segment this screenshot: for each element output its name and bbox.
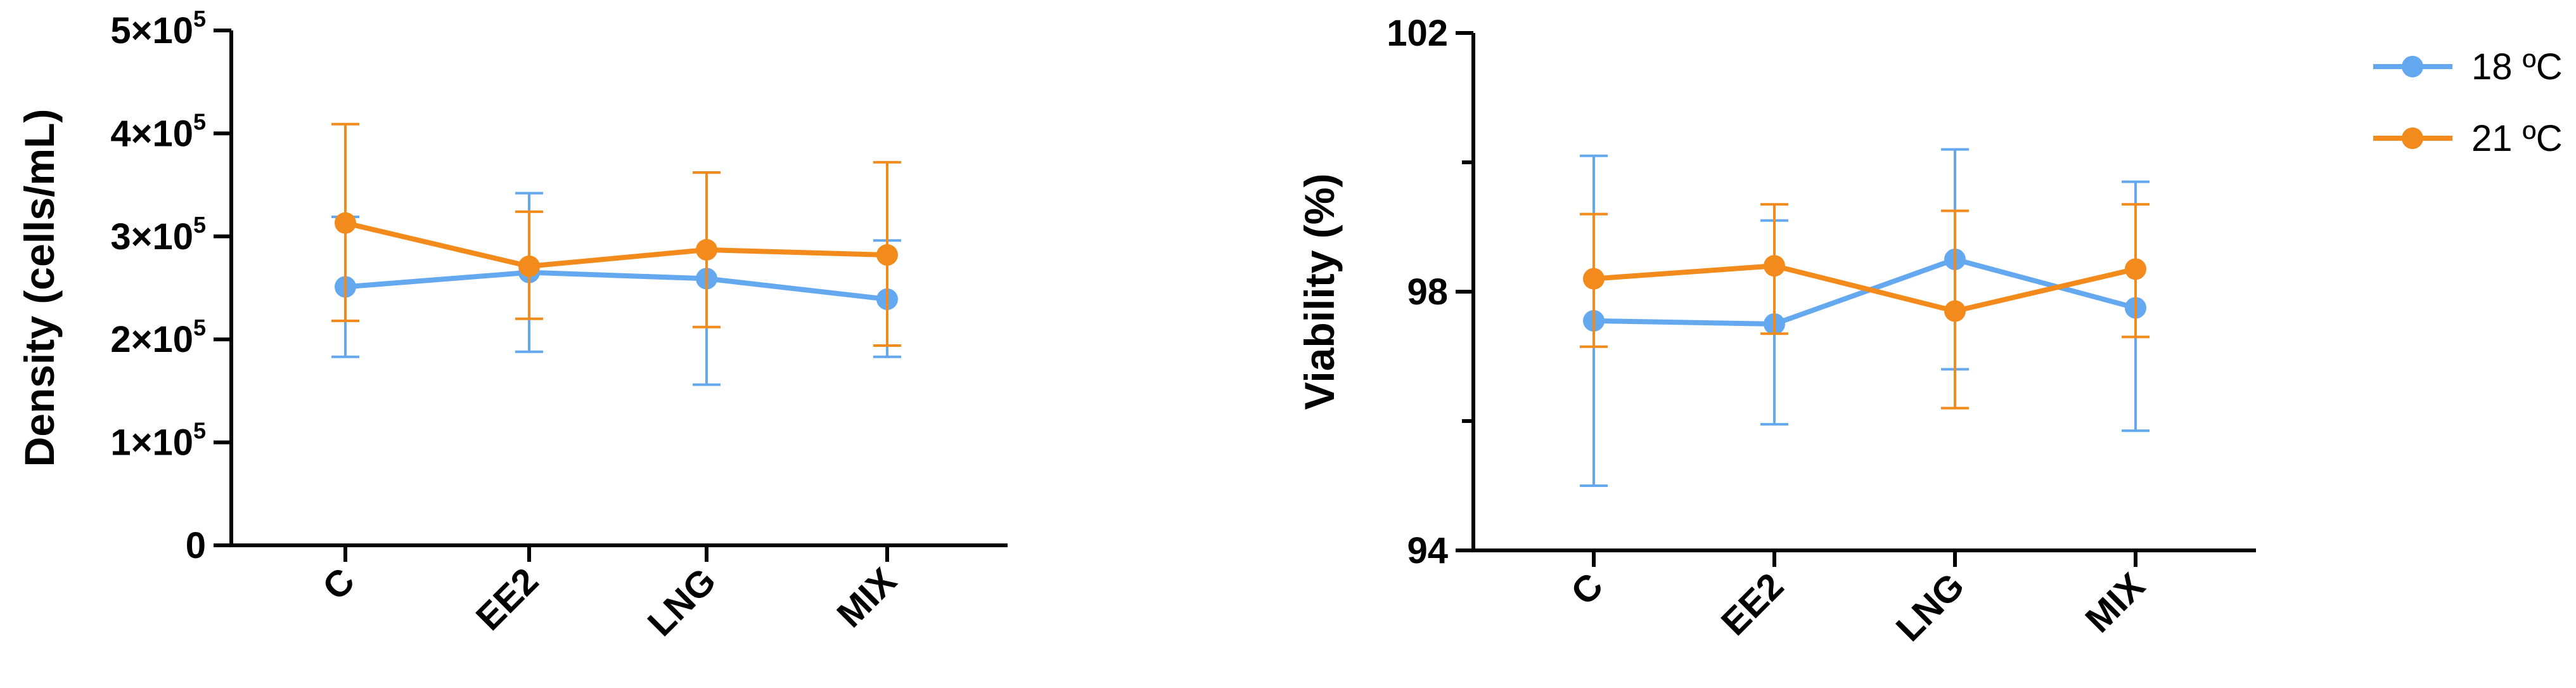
y-tick-label: 0: [186, 525, 206, 566]
x-tick-label: C: [1563, 565, 1612, 613]
y-tick-label: 1×105: [110, 418, 206, 464]
x-tick-label: MIX: [2077, 565, 2153, 640]
x-tick-label: C: [315, 560, 363, 608]
y-tick-label: 98: [1407, 271, 1448, 313]
y-tick-label: 4×105: [110, 108, 206, 154]
legend-marker: [2402, 127, 2423, 149]
legend-label: 18 ºC: [2471, 46, 2563, 88]
series-18C: [331, 171, 901, 386]
data-point: [1764, 255, 1785, 277]
y-tick-label: 94: [1407, 530, 1448, 571]
x-tick-label: EE2: [468, 560, 546, 638]
y-tick-label: 102: [1387, 13, 1448, 54]
x-tick-label: MIX: [829, 560, 904, 635]
series-21C: [331, 122, 901, 347]
y-tick-label: 3×105: [110, 212, 206, 257]
data-point: [696, 238, 717, 261]
data-point: [518, 255, 540, 277]
series-line: [1593, 263, 2136, 314]
data-point: [1944, 300, 1966, 322]
legend-item-18C: 18 ºC: [2373, 46, 2563, 88]
data-point: [1583, 268, 1605, 290]
data-point: [335, 212, 356, 234]
series-18C: [1580, 148, 2150, 487]
data-point: [2125, 258, 2146, 280]
legend-item-21C: 21 ºC: [2373, 118, 2563, 159]
series-line: [345, 269, 888, 302]
series-line: [1593, 257, 2137, 327]
viability-chart: 94 98 102 C EE2 LNG MIX Viability (%): [1296, 13, 2256, 649]
y-axis-title: Viability (%): [1296, 174, 1343, 410]
x-tick-label: EE2: [1714, 565, 1791, 643]
series-21C: [1580, 203, 2150, 410]
legend-label: 21 ºC: [2471, 118, 2563, 159]
y-tick-label: 5×105: [110, 6, 206, 51]
y-tick-label: 2×105: [110, 315, 206, 360]
legend-marker: [2402, 56, 2423, 77]
x-tick-label: LNG: [1888, 565, 1973, 649]
density-chart: 0 1×105 2×105 3×105 4×105 5×105 C EE2 LNG MIX Dens…: [16, 6, 1008, 644]
y-axis-title: Density (cells/mL): [16, 109, 63, 467]
series-line: [345, 220, 888, 269]
x-tick-label: LNG: [640, 560, 724, 644]
data-point: [876, 244, 898, 266]
legend: 18 ºC 21 ºC: [2373, 46, 2563, 159]
